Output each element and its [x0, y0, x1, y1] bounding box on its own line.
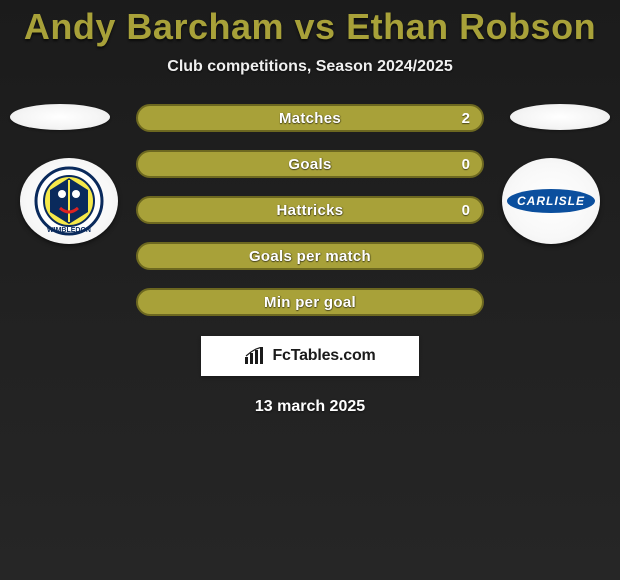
brand-text: FcTables.com	[272, 347, 375, 365]
stat-label: Goals per match	[249, 248, 371, 265]
stat-bar-matches: Matches 2	[136, 104, 484, 132]
subtitle: Club competitions, Season 2024/2025	[0, 58, 620, 76]
vs-text: vs	[295, 6, 336, 47]
stat-bar-goals-per-match: Goals per match	[136, 242, 484, 270]
carlisle-icon: CARLISLE	[506, 187, 596, 215]
stat-label: Hattricks	[277, 202, 344, 219]
brand-box: FcTables.com	[201, 336, 419, 376]
svg-text:WIMBLEDON: WIMBLEDON	[47, 227, 91, 234]
player-left-name: Andy Barcham	[24, 6, 284, 47]
stat-bars: Matches 2 Goals 0 Hattricks 0 Goals per …	[136, 104, 484, 316]
stat-label: Matches	[279, 110, 341, 127]
stat-value-right: 0	[462, 202, 470, 219]
player-right-name: Ethan Robson	[346, 6, 596, 47]
club-badge-right: CARLISLE	[502, 158, 600, 244]
stat-bar-min-per-goal: Min per goal	[136, 288, 484, 316]
stat-value-right: 0	[462, 156, 470, 173]
date-text: 13 march 2025	[0, 398, 620, 416]
club-badge-left: WIMBLEDON	[20, 158, 118, 244]
stat-value-right: 2	[462, 110, 470, 127]
svg-text:CARLISLE: CARLISLE	[517, 194, 585, 208]
bar-chart-icon	[244, 347, 266, 365]
stat-label: Min per goal	[264, 294, 356, 311]
player-right-ellipse	[510, 104, 610, 130]
comparison-stage: WIMBLEDON CARLISLE Matches 2 Goals 0 Hat…	[0, 104, 620, 316]
stat-bar-goals: Goals 0	[136, 150, 484, 178]
page-title: Andy Barcham vs Ethan Robson	[0, 0, 620, 48]
afc-wimbledon-icon: WIMBLEDON	[34, 166, 104, 236]
stat-bar-hattricks: Hattricks 0	[136, 196, 484, 224]
player-left-ellipse	[10, 104, 110, 130]
stat-label: Goals	[288, 156, 331, 173]
